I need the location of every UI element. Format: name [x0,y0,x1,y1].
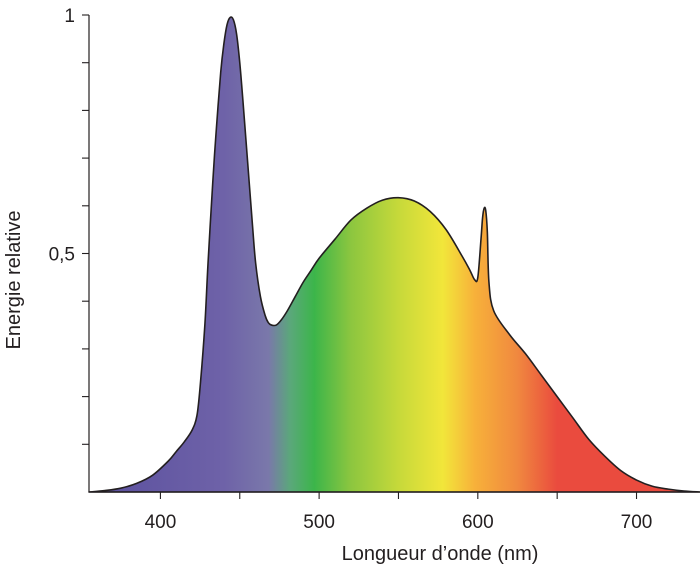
y-tick-label: 1 [64,6,75,27]
y-tick-label: 0,5 [49,245,75,266]
y-axis-title: Energie relative [3,211,25,350]
x-axis-ticks: 400 500 600 700 [145,492,653,533]
x-tick-label: 700 [621,512,653,533]
x-tick-label: 400 [145,512,177,533]
y-axis-ticks: 0,51 [49,6,89,445]
x-axis-title: Longueur d’onde (nm) [342,543,539,565]
x-tick-label: 600 [462,512,494,533]
x-tick-label: 500 [303,512,335,533]
spectrum-curve [88,16,700,493]
